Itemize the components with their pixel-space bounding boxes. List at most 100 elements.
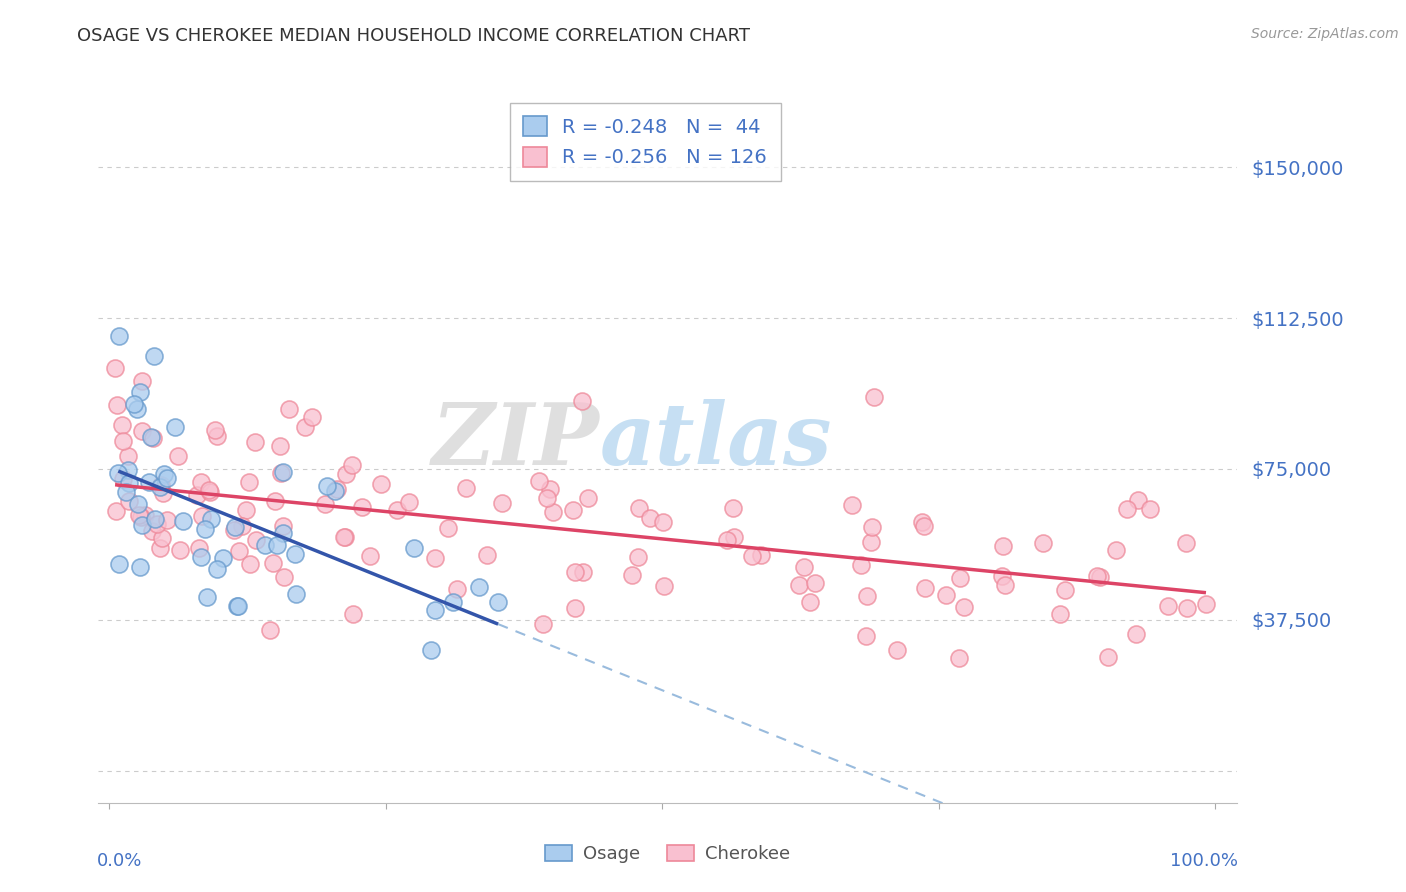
Point	[855, 629, 877, 643]
Point	[359, 549, 381, 563]
Point	[914, 581, 936, 595]
Point	[419, 643, 441, 657]
Point	[243, 434, 266, 449]
Point	[912, 519, 935, 533]
Point	[721, 501, 744, 516]
Point	[117, 449, 139, 463]
Point	[146, 517, 169, 532]
Point	[564, 565, 586, 579]
Point	[200, 511, 222, 525]
Point	[104, 504, 127, 518]
Point	[423, 550, 446, 565]
Point	[1195, 597, 1218, 611]
Point	[370, 477, 392, 491]
Text: atlas: atlas	[599, 400, 832, 483]
Point	[335, 467, 357, 482]
Point	[333, 530, 356, 544]
Point	[886, 643, 908, 657]
Point	[638, 511, 661, 525]
Point	[385, 503, 408, 517]
Point	[156, 512, 179, 526]
Point	[1125, 627, 1147, 641]
Point	[149, 541, 172, 555]
Point	[437, 521, 460, 535]
Point	[172, 514, 194, 528]
Point	[561, 502, 583, 516]
Point	[620, 567, 643, 582]
Point	[117, 463, 139, 477]
Text: 100.0%: 100.0%	[1170, 852, 1239, 870]
Text: ZIP: ZIP	[432, 400, 599, 483]
Point	[198, 485, 221, 500]
Point	[799, 595, 821, 609]
Point	[270, 466, 292, 480]
Point	[238, 475, 260, 490]
Point	[1105, 542, 1128, 557]
Point	[468, 581, 491, 595]
Point	[793, 560, 815, 574]
Point	[652, 578, 675, 592]
Point	[456, 481, 478, 495]
Point	[205, 429, 228, 443]
Point	[1139, 502, 1161, 516]
Point	[314, 497, 336, 511]
Point	[226, 599, 249, 613]
Point	[165, 420, 187, 434]
Point	[486, 595, 509, 609]
Point	[1097, 649, 1119, 664]
Point	[235, 503, 257, 517]
Point	[129, 559, 152, 574]
Point	[131, 518, 153, 533]
Point	[138, 475, 160, 489]
Point	[266, 538, 288, 552]
Point	[851, 558, 873, 572]
Point	[273, 465, 295, 479]
Point	[271, 525, 294, 540]
Point	[142, 431, 165, 445]
Point	[541, 505, 564, 519]
Point	[911, 516, 934, 530]
Point	[652, 515, 675, 529]
Point	[841, 498, 863, 512]
Point	[107, 329, 129, 343]
Text: 0.0%: 0.0%	[97, 852, 142, 870]
Point	[259, 623, 281, 637]
Point	[538, 482, 561, 496]
Point	[787, 578, 810, 592]
Point	[204, 423, 226, 437]
Point	[225, 599, 247, 613]
Point	[301, 409, 323, 424]
Point	[131, 374, 153, 388]
Point	[263, 494, 285, 508]
Point	[278, 401, 301, 416]
Point	[118, 476, 141, 491]
Point	[105, 398, 128, 412]
Point	[342, 607, 364, 621]
Point	[188, 541, 211, 555]
Point	[994, 578, 1017, 592]
Point	[253, 538, 276, 552]
Point	[564, 601, 586, 615]
Point	[749, 549, 772, 563]
Point	[122, 397, 145, 411]
Point	[949, 571, 972, 585]
Point	[536, 491, 558, 505]
Point	[628, 500, 651, 515]
Point	[211, 550, 233, 565]
Point	[352, 500, 374, 514]
Point	[860, 520, 883, 534]
Point	[156, 470, 179, 484]
Point	[125, 401, 148, 416]
Point	[228, 543, 250, 558]
Point	[446, 582, 468, 597]
Text: OSAGE VS CHEROKEE MEDIAN HOUSEHOLD INCOME CORRELATION CHART: OSAGE VS CHEROKEE MEDIAN HOUSEHOLD INCOM…	[77, 27, 751, 45]
Point	[316, 479, 339, 493]
Point	[222, 523, 245, 537]
Point	[1049, 607, 1071, 621]
Point	[128, 508, 150, 522]
Point	[991, 539, 1014, 553]
Point	[948, 651, 970, 665]
Point	[855, 590, 877, 604]
Point	[239, 558, 262, 572]
Point	[935, 588, 957, 602]
